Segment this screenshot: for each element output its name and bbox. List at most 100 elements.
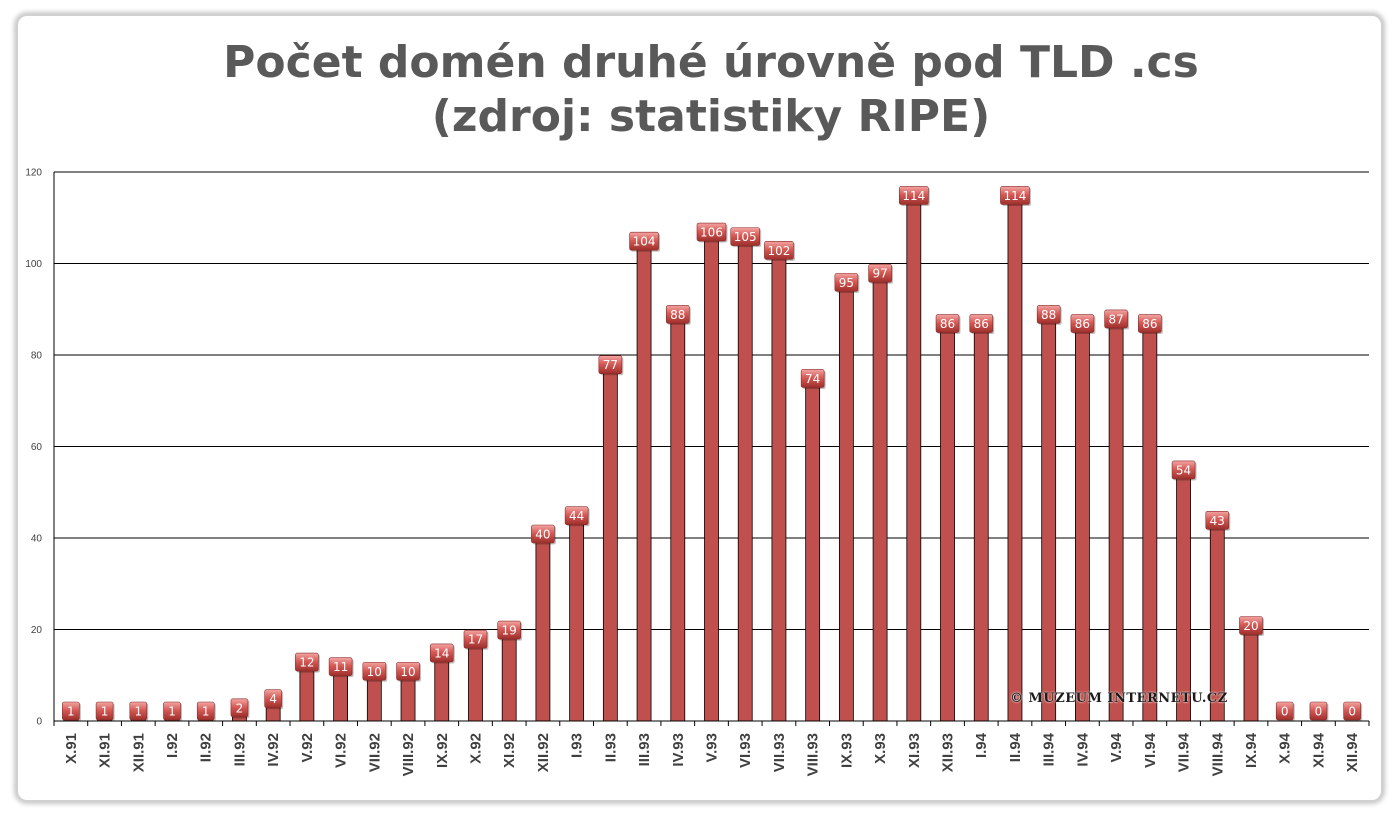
data-label: 19	[497, 620, 523, 641]
chart-title-line-1: Počet domén druhé úrovně pod TLD .cs	[223, 37, 1199, 88]
x-tick-label: IV.92	[265, 733, 282, 767]
data-label: 114	[899, 186, 930, 206]
bar	[771, 253, 787, 722]
bar	[299, 665, 315, 722]
data-label: 1	[62, 701, 81, 722]
x-tick-label: VI.93	[737, 733, 754, 768]
data-label-box	[129, 701, 148, 721]
x-tick-label: IX.92	[434, 733, 451, 768]
x-tick-label: XI.94	[1310, 732, 1327, 768]
data-label: 87	[1104, 309, 1130, 330]
x-tick-label: X.93	[872, 733, 889, 764]
data-label-box	[834, 273, 859, 292]
x-tick-label: XII.91	[130, 733, 147, 772]
data-label-box	[1036, 305, 1061, 324]
data-label-text: 14	[434, 646, 449, 660]
data-label-text: 86	[940, 317, 955, 331]
data-label: 88	[665, 305, 691, 325]
bar	[636, 244, 652, 722]
data-label: 1	[196, 701, 216, 722]
bar	[602, 368, 618, 722]
bar	[535, 537, 551, 722]
data-label-text: 0	[1348, 705, 1356, 719]
data-label-text: 114	[902, 189, 925, 203]
x-tick-label: II.94	[1007, 732, 1024, 762]
data-label: 54	[1171, 460, 1197, 481]
data-label-text: 95	[839, 276, 854, 290]
data-label-box	[696, 222, 727, 242]
data-label-text: 1	[101, 705, 109, 719]
data-label: 86	[1070, 314, 1096, 335]
bar	[805, 382, 821, 722]
data-label-text: 44	[569, 509, 584, 523]
data-label: 10	[396, 661, 422, 682]
data-label-text: 4	[269, 692, 277, 706]
data-label-text: 12	[299, 656, 314, 670]
data-label-box	[62, 701, 80, 721]
data-label-text: 17	[468, 633, 483, 647]
x-tick-label: III.92	[231, 733, 248, 766]
data-label-box	[295, 652, 319, 672]
data-label: 88	[1036, 305, 1062, 325]
data-label-box	[629, 231, 659, 251]
data-label: 97	[868, 263, 894, 284]
y-tick-label: 40	[31, 534, 43, 545]
bar	[670, 317, 686, 722]
y-tick-label: 120	[25, 168, 42, 179]
bars	[63, 199, 1259, 722]
x-tick-label: II.93	[602, 733, 619, 762]
data-label-box	[1171, 460, 1196, 480]
data-label-box	[800, 369, 825, 388]
data-label-text: 19	[502, 624, 517, 638]
x-tick-label: VI.94	[1142, 732, 1159, 768]
x-tick-label: IV.93	[670, 733, 687, 767]
data-label: 102	[764, 241, 795, 261]
data-label: 86	[935, 314, 961, 335]
data-label-box	[230, 698, 249, 718]
x-tick-label: IX.93	[838, 733, 855, 768]
x-tick-label: I.92	[164, 733, 181, 758]
data-label: 105	[730, 227, 762, 248]
x-tick-label: V.92	[299, 733, 316, 762]
data-label: 86	[1138, 314, 1163, 335]
data-label-text: 106	[700, 226, 723, 240]
data-label: 10	[362, 661, 388, 682]
x-tick-label: XI.91	[97, 733, 114, 768]
data-label-box	[1070, 314, 1095, 333]
data-label-box	[1104, 309, 1128, 329]
x-tick-label: XII.94	[1344, 732, 1361, 772]
x-tick-label: VIII.92	[400, 733, 417, 776]
x-tick-label: X.92	[467, 733, 484, 764]
data-label: 43	[1205, 510, 1231, 531]
bar	[737, 240, 753, 722]
bar	[1243, 629, 1259, 722]
data-label-text: 86	[1075, 317, 1090, 331]
x-tick-label: IX.94	[1243, 732, 1260, 768]
data-label-text: 1	[168, 705, 176, 719]
data-label-box	[429, 643, 454, 663]
data-label-text: 10	[400, 665, 415, 679]
x-tick-label: IV.94	[1074, 732, 1091, 766]
data-label-box	[868, 263, 892, 283]
x-tick-label: VIII.94	[1209, 732, 1226, 776]
data-label-box	[730, 227, 761, 246]
data-label-text: 10	[367, 665, 382, 679]
x-tick-label: XI.93	[906, 733, 923, 768]
data-label-text: 1	[202, 705, 210, 719]
data-label-text: 43	[1210, 514, 1225, 528]
x-tick-label: I.93	[569, 733, 586, 758]
bar	[569, 519, 585, 722]
bar	[1108, 322, 1124, 722]
data-label-text: 40	[535, 528, 550, 542]
data-label-box	[1309, 701, 1328, 721]
data-label-box	[328, 657, 353, 676]
bar	[1176, 473, 1191, 722]
data-label-text: 1	[134, 705, 142, 719]
data-label: 95	[834, 273, 860, 293]
data-label-box	[1000, 186, 1030, 205]
data-label: 77	[598, 355, 624, 376]
y-axis: 0 20 40 60 80 100 120	[25, 168, 55, 728]
bar	[1142, 327, 1158, 722]
